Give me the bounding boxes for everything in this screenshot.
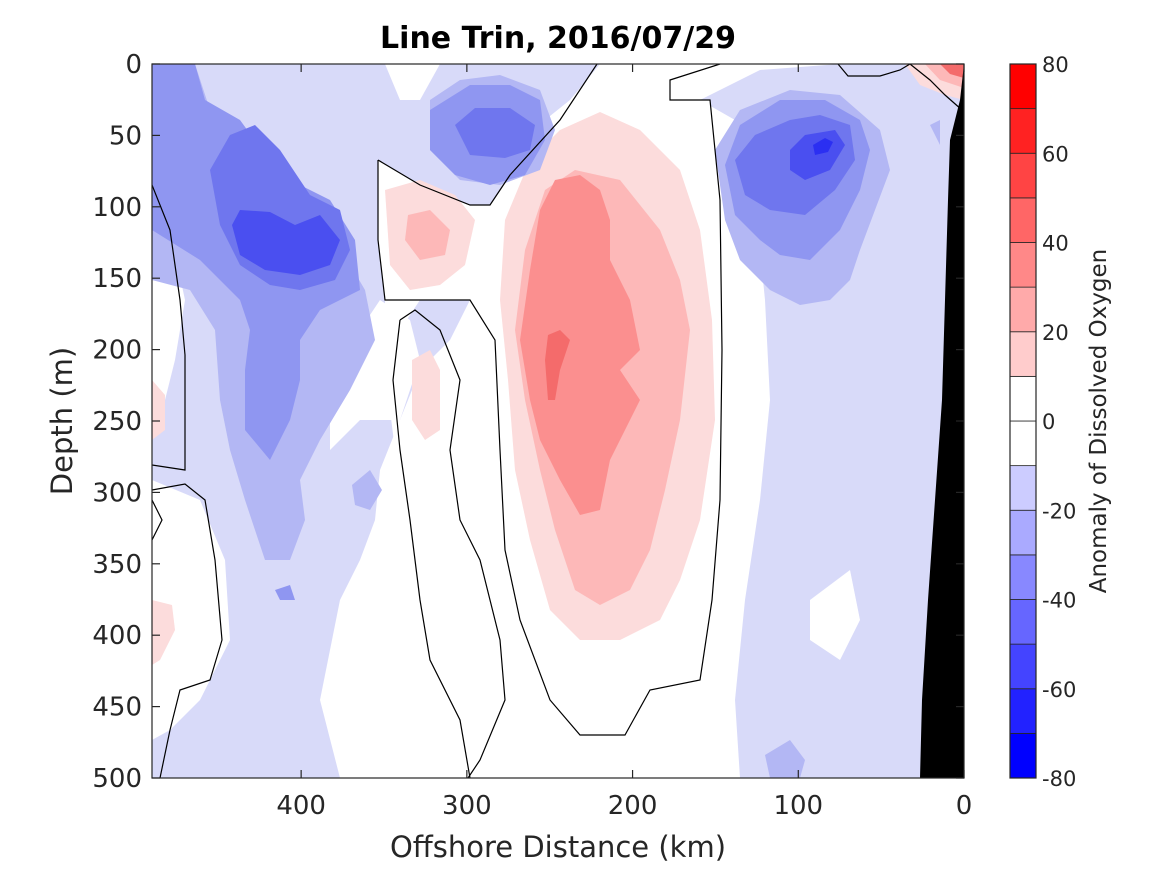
- x-tick-label: 100: [773, 791, 823, 821]
- colorbar-segment: [1009, 732, 1037, 779]
- y-tick-label: 150: [92, 264, 142, 294]
- y-tick-label: 350: [92, 550, 142, 580]
- colorbar-tick-label: 20: [1042, 321, 1069, 345]
- axis-ticks: 400 300 200 100 0 0 50 100 150 200 250 300 350 400 450…: [92, 50, 972, 821]
- y-tick-label: 0: [125, 50, 142, 80]
- colorbar-label: Anomaly of Dissolved Oxygen: [1086, 249, 1112, 594]
- colorbar-segment: [1009, 375, 1037, 422]
- contour-fill-negative-60: [813, 138, 833, 155]
- plot-area: [152, 64, 964, 778]
- colorbar-segment: [1009, 63, 1037, 110]
- colorbar-segment: [1009, 197, 1037, 243]
- colorbar-tick-label: 40: [1042, 232, 1069, 256]
- colorbar-segment: [1009, 688, 1037, 734]
- bathymetry-seafloor: [920, 64, 964, 778]
- x-tick-label: 200: [608, 791, 658, 821]
- colorbar-tick-label: -60: [1042, 678, 1076, 702]
- colorbar-segment: [1009, 465, 1037, 511]
- y-tick-label: 500: [92, 764, 142, 794]
- y-axis-label: Depth (m): [45, 347, 79, 495]
- colorbar-segment: [1009, 286, 1037, 333]
- colorbar-tick-label: -80: [1042, 767, 1076, 791]
- colorbar-frame: [1009, 63, 1037, 779]
- x-tick-label: 0: [956, 791, 973, 821]
- contour-fill-positive-30: [520, 175, 640, 515]
- y-tick-label: 400: [92, 621, 142, 651]
- y-tick-label: 300: [92, 478, 142, 508]
- y-tick-label: 50: [109, 121, 142, 151]
- chart-title: Line Trin, 2016/07/29: [380, 21, 736, 56]
- colorbar-tick-label: 60: [1042, 142, 1069, 166]
- colorbar: -80 -60 -40 -20 0 20 40 60 80: [1009, 53, 1076, 791]
- contour-fill-positive-40: [545, 64, 964, 400]
- x-axis-label: Offshore Distance (km): [390, 830, 726, 864]
- colorbar-segment: [1009, 242, 1037, 288]
- colorbar-tick-label: 0: [1042, 410, 1055, 434]
- y-tick-label: 200: [92, 336, 142, 366]
- y-tick-label: 250: [92, 407, 142, 437]
- colorbar-segment: [1009, 509, 1037, 556]
- colorbar-segment: [1009, 420, 1037, 467]
- colorbar-tick-label: -40: [1042, 589, 1076, 613]
- x-tick-label: 300: [442, 791, 492, 821]
- colorbar-tick-label: -20: [1042, 499, 1076, 523]
- colorbar-tick-label: 80: [1042, 53, 1069, 77]
- colorbar-segment: [1009, 108, 1037, 154]
- y-tick-label: 450: [92, 693, 142, 723]
- colorbar-segment: [1009, 152, 1037, 199]
- x-tick-label: 400: [276, 791, 326, 821]
- colorbar-segment: [1009, 554, 1037, 600]
- colorbar-segment: [1009, 331, 1037, 377]
- colorbar-segment: [1009, 643, 1037, 690]
- colorbar-segment: [1009, 599, 1037, 645]
- contour-fill-negative-50: [232, 130, 845, 275]
- zero-contour-lines: [152, 64, 963, 778]
- y-tick-label: 100: [92, 193, 142, 223]
